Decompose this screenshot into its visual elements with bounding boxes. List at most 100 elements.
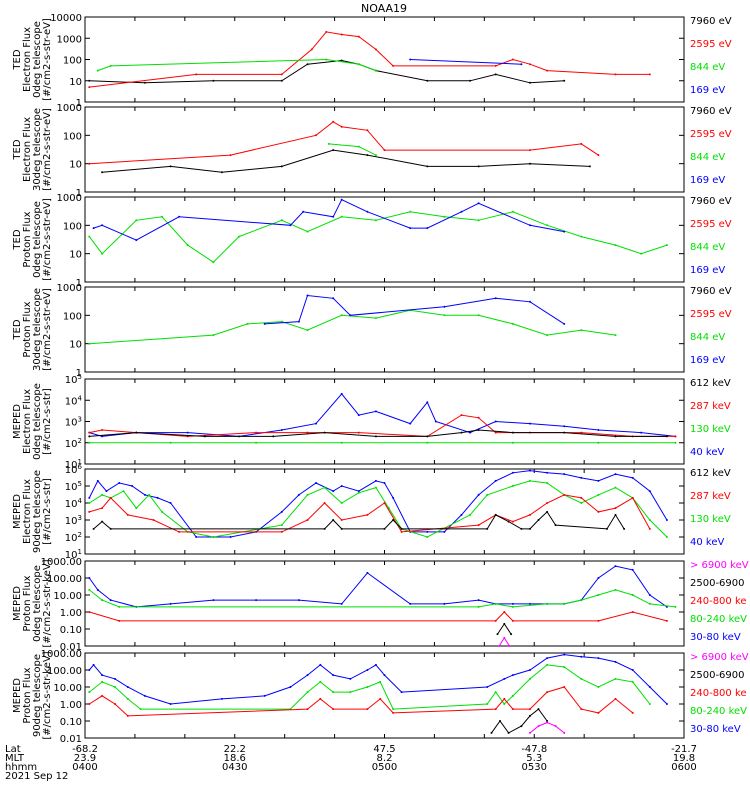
data-point <box>494 420 497 423</box>
data-point <box>614 677 617 680</box>
y-tick-label: 100 <box>63 56 82 67</box>
data-point <box>357 63 360 66</box>
data-point <box>88 588 91 591</box>
data-point <box>340 33 343 36</box>
data-point <box>246 322 249 325</box>
data-point <box>340 392 343 395</box>
footer-row-label: MLT <box>5 753 25 764</box>
data-point <box>426 79 429 82</box>
data-point <box>280 524 283 527</box>
data-point <box>499 720 501 722</box>
y-tick-label: 103 <box>65 416 82 429</box>
data-point <box>212 261 215 264</box>
y-tick-label: 10.00 <box>53 683 82 694</box>
data-point <box>529 669 531 671</box>
data-point <box>494 513 497 516</box>
legend-entry: 40 keV <box>690 537 724 548</box>
data-point <box>161 215 163 218</box>
data-point <box>563 686 566 688</box>
footer-hhmm-value: 0600 <box>671 762 696 773</box>
data-point <box>332 215 335 218</box>
y-tick-label: 1 <box>76 98 82 109</box>
data-point <box>477 202 480 205</box>
y-tick-label: 100 <box>63 221 82 232</box>
figure-title: NOAA19 <box>361 2 407 15</box>
data-point <box>426 401 429 404</box>
data-point <box>383 502 386 504</box>
data-point <box>494 602 497 605</box>
data-point <box>186 244 189 247</box>
data-point <box>101 429 104 431</box>
data-point <box>383 482 386 484</box>
data-point <box>507 520 510 523</box>
data-point <box>135 239 138 242</box>
data-point <box>426 165 429 168</box>
data-point <box>109 64 112 67</box>
data-point <box>614 334 617 337</box>
data-point <box>156 496 159 499</box>
data-point <box>92 527 95 530</box>
y-tick-label: 1 <box>76 188 82 199</box>
data-point <box>648 490 651 493</box>
data-point <box>340 527 343 530</box>
data-point <box>88 162 91 165</box>
y-tick-label: 105 <box>65 480 82 493</box>
data-point <box>340 485 343 487</box>
data-point <box>297 493 300 496</box>
y-tick-label: 1.00 <box>60 608 82 619</box>
data-point <box>665 519 668 521</box>
data-point <box>135 219 138 222</box>
legend-entry: 2500-6900 <box>690 670 745 681</box>
data-point <box>614 588 617 591</box>
data-point <box>409 210 412 213</box>
data-point <box>306 230 309 233</box>
data-point <box>212 599 215 602</box>
legend-entry: 612 keV <box>690 468 731 479</box>
data-point <box>597 510 600 513</box>
data-point <box>169 703 172 705</box>
y-tick-label: 100.00 <box>47 574 82 585</box>
y-tick-label: 101 <box>65 548 82 561</box>
data-point <box>88 703 91 705</box>
data-point <box>460 431 463 434</box>
data-point <box>366 669 369 671</box>
data-point <box>340 215 343 218</box>
data-point <box>546 721 549 724</box>
data-point <box>332 490 335 493</box>
data-point <box>508 645 511 647</box>
data-point <box>520 527 523 530</box>
data-point <box>88 502 91 504</box>
data-point <box>511 471 514 474</box>
y-axis-label: TEDElectron Flux30deg telescope[#/cm2-s-… <box>12 108 53 191</box>
data-point <box>88 441 91 444</box>
data-point <box>392 711 395 714</box>
data-point <box>614 473 617 476</box>
series-line-287-kev <box>89 494 651 533</box>
data-point <box>546 663 549 666</box>
data-point <box>178 215 181 218</box>
panel-3: 1000 100 10 1 TEDProton Flux0deg telescope[#… <box>12 193 732 289</box>
y-axis-label: MEPEDProton Flux90deg telescope[#/cm2-s-… <box>12 651 53 739</box>
data-point <box>640 252 643 255</box>
y-tick-label: 100 <box>63 311 82 322</box>
panel-7: 1000.00 100.00 10.00 1.00 0.10 0.01 MEPEDProto… <box>12 557 749 653</box>
legend-entry: 2500-6900 <box>690 578 745 589</box>
data-point <box>554 524 557 527</box>
panel-1: 10000 1000 100 10 1 TEDElectron Flux0deg tele… <box>12 13 732 109</box>
data-point <box>597 154 600 157</box>
y-tick-label: 10 <box>69 250 82 261</box>
legend-entry: 844 eV <box>690 332 725 343</box>
data-point <box>374 154 377 157</box>
data-point <box>280 530 283 533</box>
data-point <box>340 602 343 605</box>
y-axis-label: TEDProton Flux30deg telescope[#/cm2-s-st… <box>12 288 53 371</box>
legend-entry: 612 keV <box>690 378 731 389</box>
data-point <box>238 235 240 238</box>
data-point <box>88 691 91 694</box>
legend-entry: 2595 eV <box>690 129 732 140</box>
data-point <box>220 697 223 700</box>
data-point <box>374 486 377 489</box>
data-point <box>319 663 322 666</box>
data-point <box>126 697 129 700</box>
data-point <box>409 422 412 425</box>
